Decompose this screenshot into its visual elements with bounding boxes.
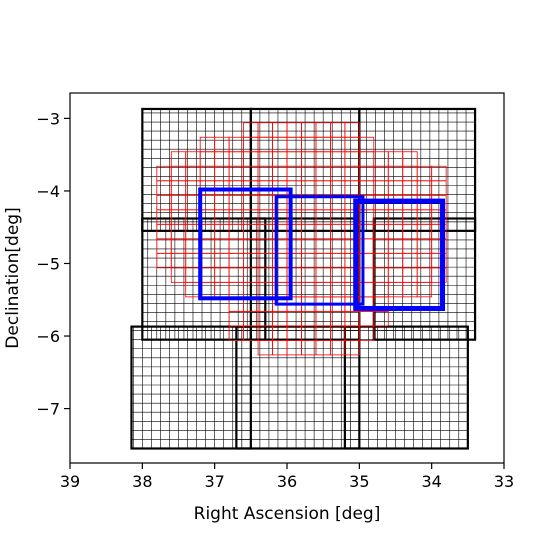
black-grid-border bbox=[343, 325, 469, 450]
y-axis-label: Declination[deg] bbox=[3, 207, 23, 348]
black-grid-lines bbox=[250, 218, 360, 340]
red-grid-cell bbox=[358, 325, 375, 341]
red-grid-cell bbox=[373, 310, 389, 327]
black-grid-lines bbox=[344, 326, 468, 449]
y-tick-label: −7 bbox=[36, 400, 60, 419]
black-grid-block-8 bbox=[343, 325, 469, 450]
x-tick-label: 38 bbox=[132, 472, 152, 491]
x-tick-label: 33 bbox=[494, 472, 514, 491]
y-tick-label: −4 bbox=[36, 182, 60, 201]
red-grid-cell bbox=[431, 267, 447, 283]
y-tick-label: −6 bbox=[36, 327, 60, 346]
x-tick-label: 34 bbox=[421, 472, 441, 491]
x-axis-label: Right Ascension [deg] bbox=[194, 504, 381, 524]
black-grid-lines bbox=[250, 108, 360, 231]
x-axis: 39 38 37 36 35 34 33 bbox=[60, 463, 514, 491]
x-tick-label: 39 bbox=[60, 472, 80, 491]
red-grid-cell bbox=[344, 339, 360, 356]
blue-footprint-2 bbox=[353, 198, 446, 311]
x-tick-label: 37 bbox=[204, 472, 224, 491]
y-tick-label: −3 bbox=[36, 109, 60, 128]
black-grid-lines bbox=[142, 108, 251, 231]
black-grid-lines bbox=[373, 218, 476, 340]
black-grid-lines bbox=[142, 218, 266, 340]
x-tick-label: 35 bbox=[349, 472, 369, 491]
y-axis: −3 −4 −5 −6 −7 bbox=[36, 109, 70, 419]
blue-footprint-1 bbox=[274, 195, 365, 306]
x-tick-label: 36 bbox=[277, 472, 297, 491]
blue-footprint-0 bbox=[198, 187, 293, 301]
y-tick-label: −5 bbox=[36, 254, 60, 273]
red-grid-cell bbox=[416, 281, 433, 298]
series-layer bbox=[130, 107, 477, 450]
